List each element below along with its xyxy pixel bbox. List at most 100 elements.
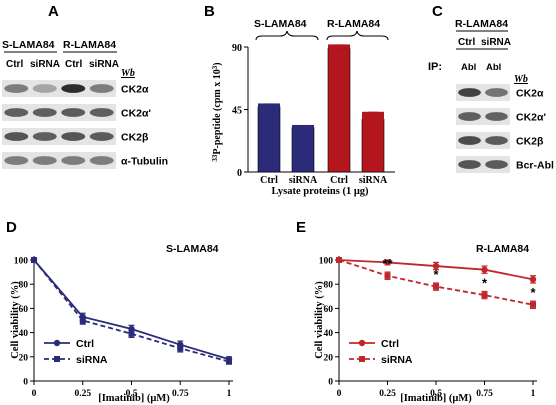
panel-a-lane-4: siRNA	[89, 59, 119, 70]
panel-d-y-tick-label: 100	[14, 257, 29, 267]
panel-a-band	[32, 108, 57, 117]
panel-a-band	[89, 108, 114, 117]
panel-a-row-label: CK2α	[121, 84, 149, 96]
panel-a-strip	[2, 80, 116, 97]
panel-d-x-tick-label: 0.25	[74, 389, 91, 399]
panel-b-group-right: R-LAMA84	[327, 18, 380, 30]
panel-b-error-fill	[258, 103, 280, 108]
panel-c-band	[485, 112, 508, 121]
panel-c-row-label: Bcr-Abl	[516, 160, 554, 172]
panel-e-x-tick-label: 0.25	[379, 389, 396, 399]
panel-b-x-tick-label: Ctrl	[260, 175, 278, 186]
panel-b-brace-left	[255, 30, 319, 41]
panel-a-band	[89, 156, 114, 165]
panel-b-error-fill	[362, 111, 384, 120]
panel-b-x-tick-label: siRNA	[289, 175, 318, 186]
panel-c-band	[458, 136, 481, 145]
panel-e-point-sirna	[336, 257, 342, 263]
panel-e-y-tick-label: 40	[324, 329, 334, 339]
panel-c-band	[485, 88, 508, 97]
panel-a-band	[4, 132, 29, 141]
panel-c-row-label: CK2α	[516, 88, 544, 100]
panel-b-y-tick-label: 0	[237, 168, 242, 179]
panel-d-x-tick-label: 0.75	[172, 389, 189, 399]
panel-c-band	[458, 112, 481, 121]
panel-e-significance-star: *	[530, 285, 536, 300]
panel-a-strip	[2, 128, 116, 145]
panel-d-letter: D	[6, 219, 17, 236]
panel-a-band	[4, 108, 29, 117]
panel-c-lane-1: Ctrl	[458, 37, 475, 48]
panel-c-row-label: CK2α'	[516, 112, 546, 124]
panel-d-line-ctrl	[33, 259, 230, 361]
panel-d-chart: 0 20 40 60 80 100 0 0.25 0.5 0.75 1 Ctrl siRNA	[14, 256, 233, 399]
panel-d-y-tick-label: 20	[19, 353, 29, 363]
panel-a-band	[61, 84, 86, 93]
panel-e-y-tick-label: 80	[324, 281, 334, 291]
panel-a-band	[32, 156, 57, 165]
panel-b-bar	[361, 118, 385, 173]
panel-c-band	[458, 160, 481, 169]
panel-a-band	[61, 108, 86, 117]
panel-e-x-tick-label: 0.5	[430, 389, 442, 399]
panel-e-point-ctrl	[481, 266, 488, 273]
panel-e-x-tick-label: 0	[337, 389, 342, 399]
panel-b-x-tick-label: siRNA	[359, 175, 388, 186]
panel-e-significance-star: **	[382, 256, 393, 271]
panel-e-point-ctrl	[384, 259, 391, 266]
panel-a-lane-3: Ctrl	[65, 59, 82, 70]
panel-e-legend-ctrl-marker	[358, 339, 366, 347]
panel-e-y-tick-label: 60	[324, 305, 334, 315]
panel-d-x-tick-label: 0	[32, 389, 37, 399]
panel-b-bar	[327, 48, 351, 173]
panel-d-point-sirna	[128, 330, 135, 337]
panel-e-y-tick-label: 0	[328, 378, 333, 388]
panel-a-lane-2: siRNA	[30, 59, 60, 70]
panel-a: A S-LAMA84 R-LAMA84 Ctrl siRNA Ctrl siRN…	[2, 3, 168, 169]
panel-c-blot: CK2α CK2α' CK2β Bcr-Abl	[456, 84, 554, 173]
panel-a-row-label: α-Tubulin	[121, 156, 168, 168]
panel-b-x-tick-label: Ctrl	[330, 175, 348, 186]
panel-e-point-sirna	[384, 272, 391, 279]
panel-b-bar	[291, 127, 315, 173]
panel-e-x-tick-label: 1	[531, 389, 536, 399]
panel-e-significance-star: *	[433, 267, 439, 282]
panel-d-y-tick-label: 80	[19, 281, 29, 291]
panel-e-point-sirna	[481, 292, 488, 299]
panel-b-chart: 0 45 90 Ctrl siRNA Ctrl siRNA	[232, 43, 395, 186]
panel-e-y-tick-label: 100	[319, 257, 334, 267]
panel-b-brace-right	[326, 30, 389, 41]
panel-a-band	[4, 156, 29, 165]
panel-d-point-sirna	[226, 358, 232, 365]
panel-e-letter: E	[296, 219, 306, 236]
panel-e-point-sirna	[530, 301, 536, 308]
panel-a-band	[32, 132, 57, 141]
panel-b-letter: B	[204, 3, 215, 20]
panel-b: B S-LAMA84 R-LAMA84 33P-peptide (cpm x 1…	[204, 3, 395, 197]
panel-c-ip-lane-2: Abl	[486, 62, 501, 73]
panel-e-cell-line: R-LAMA84	[476, 243, 529, 255]
panel-e-xlabel: [Imatinib] (μM)	[400, 393, 472, 404]
panel-d-ylabel: Cell viability (%)	[10, 281, 21, 359]
panel-d-y-tick-label: 0	[23, 378, 28, 388]
panel-e-legend-sirna-marker	[359, 356, 365, 362]
panel-d-legend-ctrl-marker	[53, 339, 61, 347]
panel-b-ylabel: 33P-peptide (cpm x 103)	[211, 62, 223, 161]
panel-e-point-ctrl	[529, 276, 537, 283]
panel-d-cell-line: S-LAMA84	[166, 243, 219, 255]
panel-c-ip-lane-1: Abl	[461, 62, 476, 73]
panel-d-legend-sirna-marker	[54, 356, 60, 362]
panel-c-band	[458, 88, 481, 97]
panel-a-band	[61, 132, 86, 141]
panel-c-row-label: CK2β	[516, 136, 544, 148]
panel-b-bar	[257, 106, 281, 173]
panel-a-strip	[2, 152, 116, 169]
panel-d-legend-sirna-label: siRNA	[76, 354, 108, 366]
panel-d-line-sirna	[33, 259, 230, 363]
panel-a-band	[89, 84, 114, 93]
panel-d-x-tick-label: 0.5	[126, 389, 138, 399]
panel-a-group-right: R-LAMA84	[63, 39, 116, 51]
panel-e-point-ctrl	[432, 262, 440, 270]
